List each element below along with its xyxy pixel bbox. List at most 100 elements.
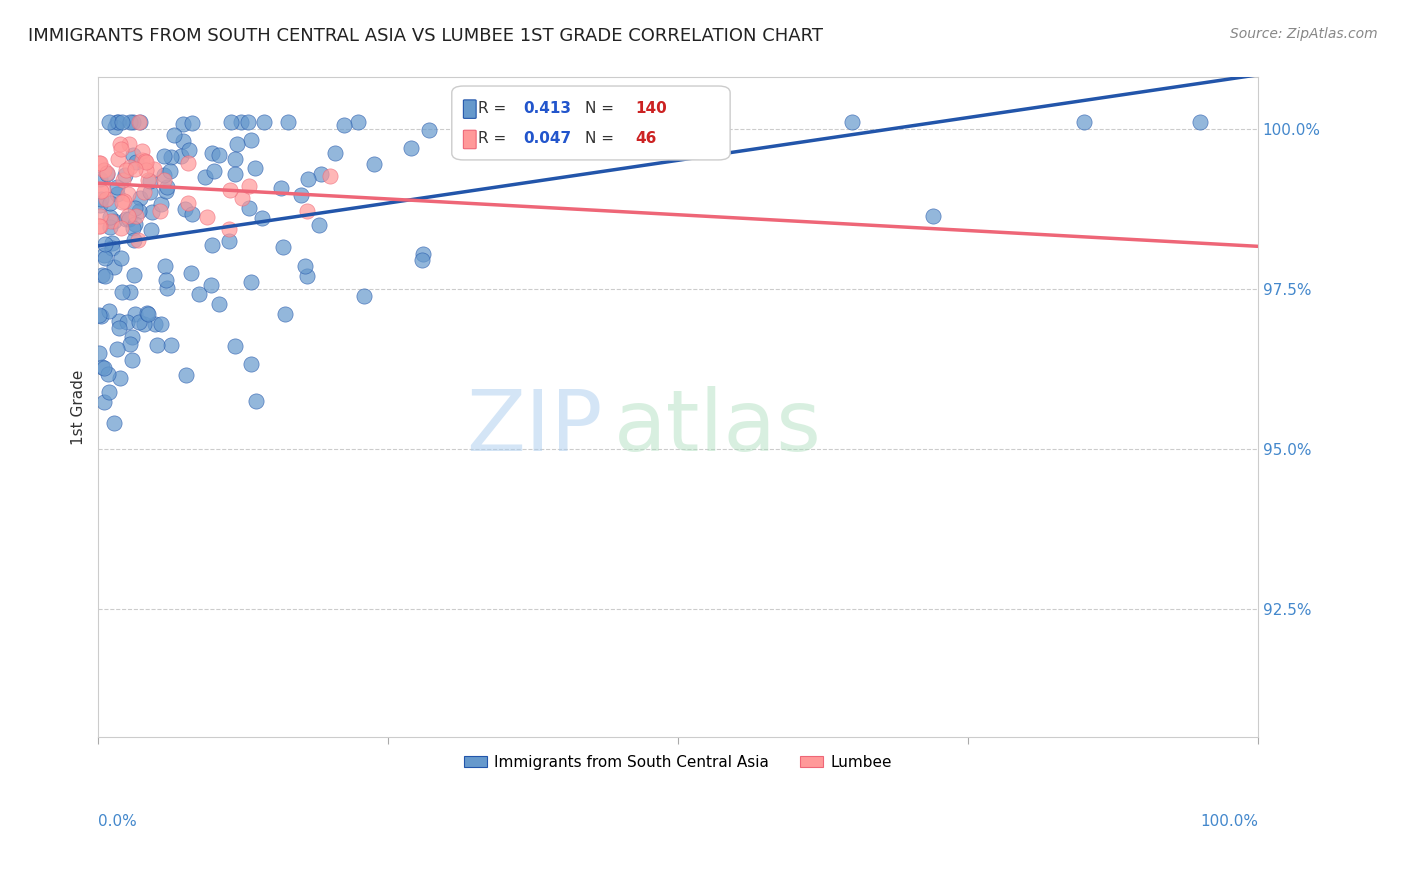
Point bbox=[135, 155, 157, 169]
Point bbox=[101, 236, 124, 251]
Point bbox=[224, 167, 246, 181]
Point bbox=[271, 240, 294, 254]
Point bbox=[110, 142, 132, 156]
Point bbox=[122, 268, 145, 282]
Point bbox=[131, 153, 153, 168]
Point bbox=[120, 160, 142, 174]
Point bbox=[201, 237, 224, 252]
Point bbox=[347, 115, 370, 129]
Point bbox=[122, 148, 145, 162]
Point bbox=[194, 169, 217, 184]
FancyBboxPatch shape bbox=[451, 86, 730, 160]
Text: 0.0%: 0.0% bbox=[98, 814, 136, 830]
Point bbox=[273, 307, 295, 321]
Point bbox=[136, 306, 159, 320]
Point bbox=[174, 368, 197, 383]
Point bbox=[150, 197, 173, 211]
Point bbox=[124, 209, 146, 223]
Point bbox=[96, 192, 118, 206]
Point bbox=[412, 247, 434, 261]
Point bbox=[333, 118, 356, 132]
Point bbox=[141, 204, 163, 219]
Point bbox=[93, 163, 115, 178]
Point bbox=[124, 201, 146, 215]
Point bbox=[89, 209, 111, 223]
Point bbox=[224, 339, 246, 353]
Point bbox=[98, 210, 121, 224]
Point bbox=[156, 180, 179, 194]
Point bbox=[105, 180, 128, 194]
Point bbox=[841, 115, 863, 129]
Point bbox=[124, 162, 146, 177]
Point bbox=[104, 120, 127, 134]
Point bbox=[121, 353, 143, 368]
Point bbox=[489, 115, 512, 129]
Point bbox=[231, 190, 253, 204]
Text: atlas: atlas bbox=[614, 385, 823, 468]
Point bbox=[295, 268, 318, 283]
Point bbox=[173, 202, 195, 217]
Point bbox=[153, 259, 176, 273]
Point bbox=[399, 141, 422, 155]
Point bbox=[172, 134, 194, 148]
Point bbox=[187, 286, 209, 301]
Text: IMMIGRANTS FROM SOUTH CENTRAL ASIA VS LUMBEE 1ST GRADE CORRELATION CHART: IMMIGRANTS FROM SOUTH CENTRAL ASIA VS LU… bbox=[28, 27, 823, 45]
Point bbox=[120, 337, 142, 351]
Point bbox=[128, 115, 150, 129]
Point bbox=[108, 136, 131, 151]
Point bbox=[108, 371, 131, 385]
Point bbox=[143, 162, 166, 177]
Point bbox=[114, 194, 136, 209]
Point bbox=[107, 153, 129, 167]
Point bbox=[132, 318, 155, 332]
FancyBboxPatch shape bbox=[464, 130, 477, 149]
Point bbox=[156, 281, 179, 295]
Point bbox=[197, 210, 219, 224]
Point bbox=[94, 268, 117, 283]
Point bbox=[418, 122, 440, 136]
Point bbox=[89, 219, 111, 233]
Point bbox=[121, 330, 143, 344]
Point bbox=[294, 260, 316, 274]
Point bbox=[297, 171, 319, 186]
Point bbox=[218, 184, 240, 198]
Point bbox=[97, 304, 120, 318]
Point bbox=[110, 251, 132, 265]
Point bbox=[96, 166, 118, 180]
Point bbox=[107, 115, 129, 129]
Point bbox=[136, 173, 159, 187]
Point bbox=[277, 115, 299, 129]
Legend: Immigrants from South Central Asia, Lumbee: Immigrants from South Central Asia, Lumb… bbox=[458, 748, 898, 776]
Point bbox=[160, 338, 183, 352]
Point bbox=[138, 173, 160, 187]
Point bbox=[149, 204, 172, 219]
Point bbox=[111, 285, 134, 300]
Point bbox=[219, 115, 242, 129]
Point bbox=[91, 268, 114, 282]
Point bbox=[132, 185, 155, 199]
Point bbox=[240, 357, 263, 371]
Point bbox=[115, 162, 138, 177]
Point bbox=[270, 181, 292, 195]
Point bbox=[218, 221, 240, 235]
Point bbox=[91, 183, 114, 197]
Point bbox=[91, 359, 114, 374]
Point bbox=[353, 289, 375, 303]
Point bbox=[309, 167, 332, 181]
Point bbox=[146, 337, 169, 351]
Point bbox=[295, 204, 318, 219]
Point bbox=[308, 219, 330, 233]
Point bbox=[180, 116, 202, 130]
Point bbox=[98, 384, 121, 399]
Point bbox=[103, 214, 125, 228]
Point bbox=[134, 154, 156, 169]
Point bbox=[105, 115, 128, 129]
Point bbox=[172, 117, 194, 131]
Point bbox=[290, 188, 312, 202]
Point bbox=[93, 394, 115, 409]
Point bbox=[93, 360, 115, 375]
Text: 0.047: 0.047 bbox=[523, 131, 572, 146]
Point bbox=[103, 417, 125, 431]
Point bbox=[107, 314, 129, 328]
Point bbox=[208, 148, 231, 162]
